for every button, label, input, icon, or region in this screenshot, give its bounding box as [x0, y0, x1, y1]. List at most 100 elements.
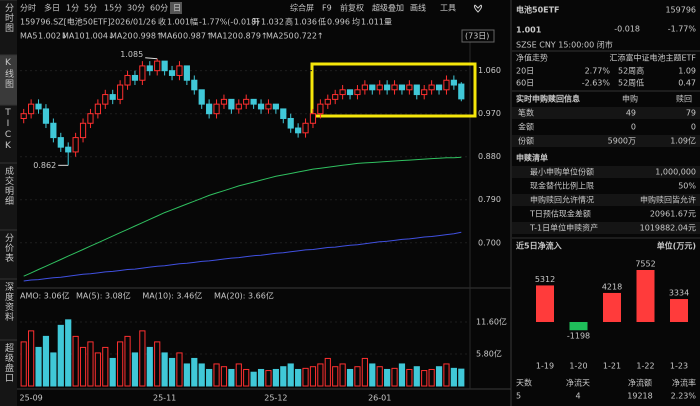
quote-change: -0.018 [614, 25, 640, 34]
sidebar-tab[interactable]: 深度资料 [3, 282, 14, 322]
period-tab[interactable]: 60分 [150, 4, 168, 13]
nav-title[interactable]: 净值走势 [516, 53, 548, 63]
volume-bar [384, 368, 391, 387]
tool-button[interactable]: 超级叠加 [372, 3, 404, 13]
sidebar-tab[interactable]: TICK [3, 108, 13, 152]
sidebar-tab[interactable]: 分价表 [3, 233, 14, 263]
tool-button[interactable]: 工具 [440, 4, 456, 13]
volume-bar [161, 352, 168, 387]
candle-body [413, 84, 420, 96]
volume-bar [87, 341, 94, 387]
flow-label: 3334 [669, 289, 689, 298]
volume-bar [265, 370, 272, 387]
sidebar-active [0, 55, 17, 105]
tool-button[interactable]: F9 [322, 4, 332, 13]
period-tab[interactable]: 1分 [66, 4, 79, 13]
volume-bar [324, 357, 331, 387]
volume-bar [243, 368, 250, 387]
row-bg [512, 222, 700, 234]
volume-bar [421, 370, 428, 387]
tool-button[interactable]: 前复权 [340, 3, 364, 13]
x-tick-label: 25-11 [153, 394, 176, 403]
tool-button[interactable]: 画线 [410, 3, 426, 13]
nav-value: 0.47 [678, 79, 696, 88]
period-tab[interactable]: 多日 [44, 3, 60, 13]
candle-body [228, 98, 235, 110]
info-label: 开 [252, 18, 260, 27]
candle-body [317, 103, 324, 115]
candle-body [146, 65, 153, 72]
ma-value: 1.002↓ [38, 32, 68, 41]
candle-body [176, 65, 183, 76]
sidebar-tab[interactable]: 成交明细 [3, 165, 14, 206]
summary-header: 天数 [516, 378, 532, 388]
tool-button[interactable]: 综合屏 [290, 3, 314, 13]
ma-value: 1.004↓ [85, 32, 115, 41]
candle-body [117, 84, 124, 100]
volume-bar [191, 357, 198, 387]
symbol: 159796.SZ[电池50ETF] [20, 17, 111, 27]
candle-body [450, 79, 457, 86]
row-value: 1,000,000 [655, 168, 696, 177]
y-tick-label: 11.60亿 [476, 317, 507, 327]
volume-bar [168, 357, 176, 387]
y-tick-label: 0.970 [478, 109, 501, 118]
volume-bar [272, 368, 279, 387]
candle-body [391, 84, 398, 91]
candle-body [295, 127, 302, 134]
candle-body [183, 65, 190, 81]
ma-value: 0.998↑ [133, 32, 163, 41]
period-tab[interactable]: 15分 [104, 4, 122, 13]
quote-change-pct: -1.77% [668, 25, 697, 34]
volume-bar [28, 330, 35, 387]
candle-body [443, 79, 450, 91]
period-tab[interactable]: 5分 [84, 4, 97, 13]
candle-body [28, 103, 35, 115]
sidebar-tab[interactable]: 超级盘口 [3, 342, 14, 383]
flow-label: 4218 [602, 282, 622, 291]
nav-fund: 汇添富中证电池主题ETF [609, 53, 696, 63]
info-label: 均 [352, 17, 360, 27]
flow-bar [670, 299, 688, 322]
sidebar-tab[interactable]: 分时图 [3, 3, 14, 33]
info-value: 1.032 [261, 18, 284, 27]
row-bg [512, 135, 700, 147]
flow-label: 5312 [535, 275, 555, 284]
y-tick-label: 5.80亿 [476, 349, 502, 359]
candle-body [302, 122, 309, 134]
summary-value: 5 [516, 392, 521, 401]
volume-bar [257, 368, 265, 387]
sidebar-tab[interactable]: K线图 [3, 58, 14, 89]
row-value: 1019882.04元 [640, 224, 696, 233]
candle-body [109, 94, 116, 100]
volume-bar [346, 368, 354, 387]
annotation-line [145, 57, 158, 60]
section-title: 申赎清单 [516, 153, 548, 163]
nav-value: 2.77% [585, 67, 611, 76]
favorite-icon[interactable] [473, 4, 483, 13]
volume-bar [361, 357, 368, 387]
candle-body [20, 113, 27, 119]
row-label: 笔数 [518, 108, 534, 118]
candle-body [406, 84, 413, 91]
row-value: 79 [686, 109, 696, 118]
ma-line [23, 156, 462, 277]
flow-bar [603, 292, 621, 322]
volume-legend: MA(5): 3.08亿 [76, 291, 131, 301]
volume-bar [124, 335, 131, 387]
period-tab[interactable]: 日 [173, 4, 181, 13]
volume-bar [50, 352, 57, 387]
period-tab[interactable]: 分时 [20, 3, 36, 13]
y-tick-label: 0.790 [478, 195, 501, 204]
ma-label: MA250 [266, 32, 294, 41]
volume-bar [228, 368, 235, 387]
candle-body [287, 117, 294, 129]
candle-body [235, 103, 242, 110]
flow-date: 1-21 [603, 362, 621, 371]
volume-bar [339, 363, 346, 387]
unit-label: 单位(万元) [657, 241, 696, 251]
period-tab[interactable]: 30分 [127, 4, 145, 13]
candle-body [361, 84, 368, 91]
info-label: 低 [318, 17, 326, 27]
